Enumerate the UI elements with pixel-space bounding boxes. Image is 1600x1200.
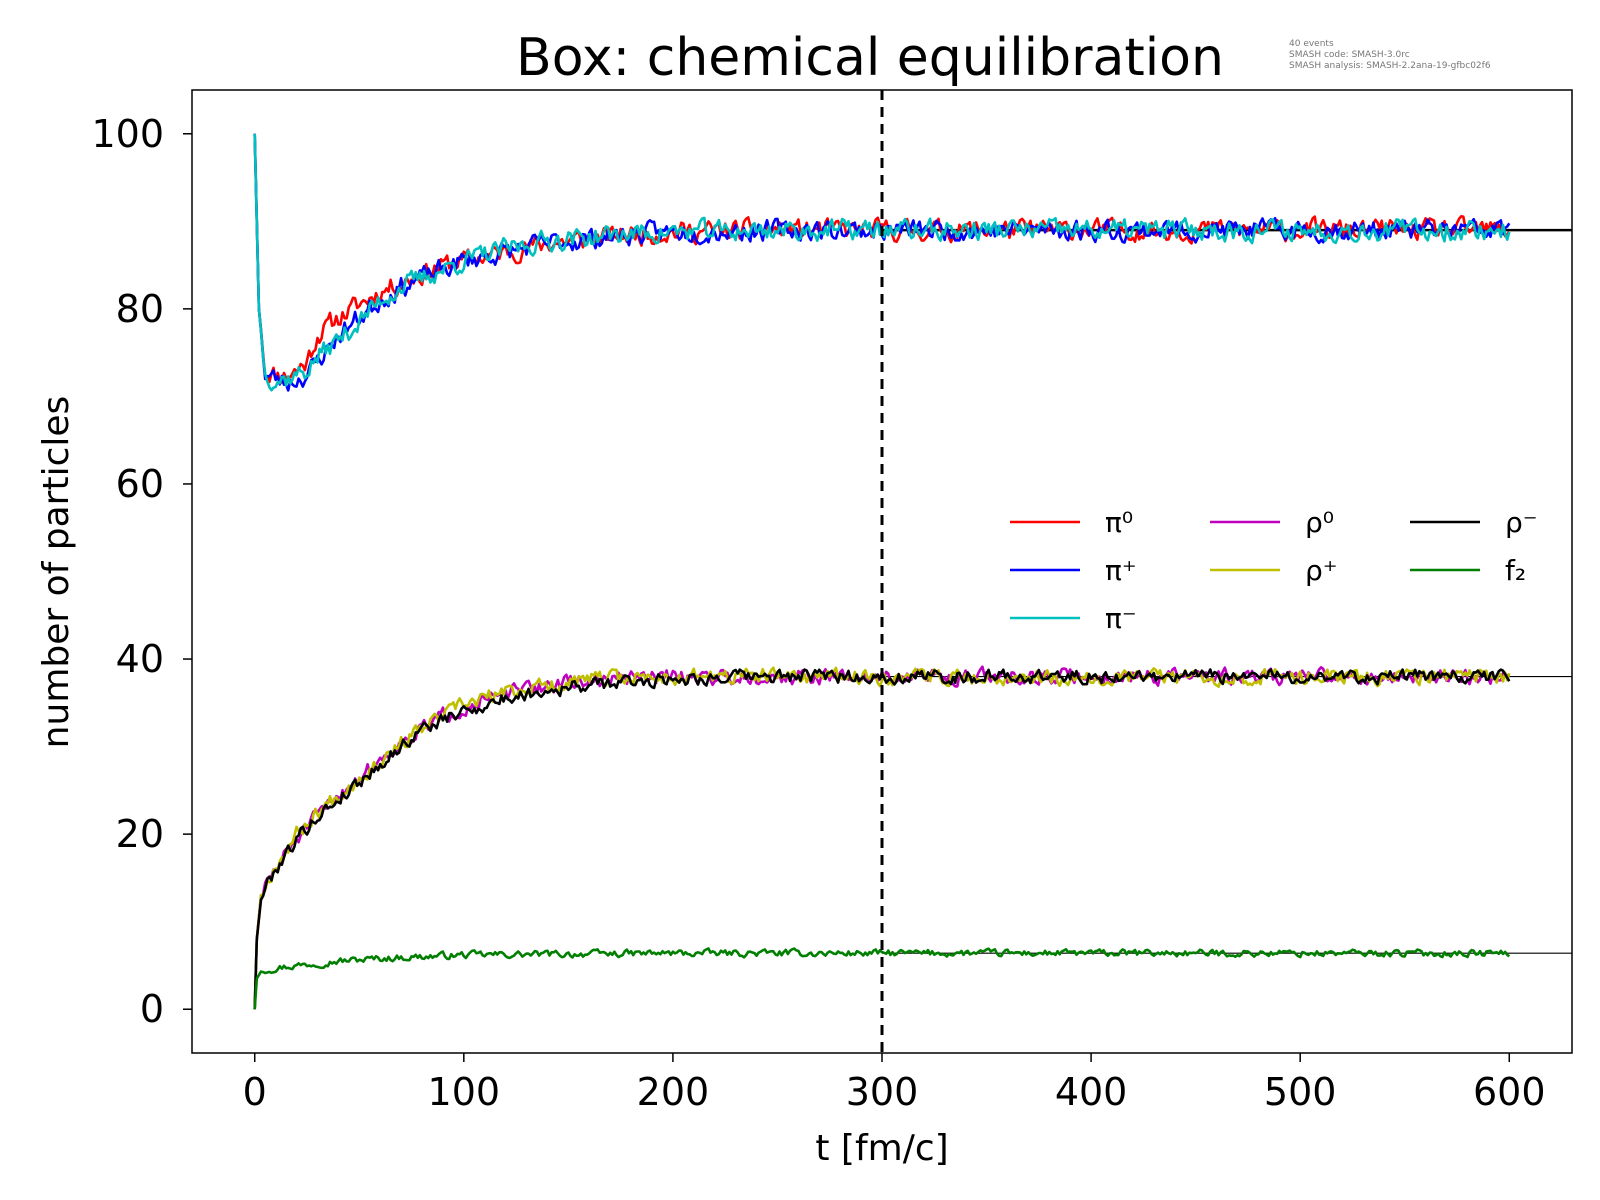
info-line-1: 40 events bbox=[1289, 39, 1334, 49]
y-tick-label: 0 bbox=[140, 987, 164, 1031]
x-tick-label: 200 bbox=[637, 1070, 710, 1114]
x-tick-label: 600 bbox=[1473, 1070, 1546, 1114]
chart-title: Box: chemical equilibration bbox=[516, 28, 1224, 88]
y-axis: 0 20 40 60 80 100 bbox=[91, 112, 192, 1031]
legend-label: π⁻ bbox=[1105, 602, 1137, 635]
series-line bbox=[253, 947, 1511, 1010]
x-axis: 0 100 200 300 400 500 600 bbox=[243, 1053, 1546, 1114]
y-tick-label: 40 bbox=[116, 637, 164, 681]
y-tick-label: 20 bbox=[116, 812, 164, 856]
x-axis-label: t [fm/c] bbox=[815, 1128, 948, 1169]
x-tick-label: 400 bbox=[1055, 1070, 1128, 1114]
plot-area bbox=[191, 89, 1573, 1054]
y-tick-label: 60 bbox=[116, 462, 164, 506]
info-line-3: SMASH analysis: SMASH-2.2ana-19-gfbc02f6 bbox=[1289, 61, 1491, 71]
y-tick-label: 100 bbox=[91, 112, 164, 156]
legend-label: π⁰ bbox=[1105, 506, 1133, 539]
legend-label: ρ⁺ bbox=[1305, 554, 1338, 587]
x-tick-label: 300 bbox=[846, 1070, 919, 1114]
legend-label: f₂ bbox=[1505, 554, 1526, 587]
y-tick-label: 80 bbox=[116, 287, 164, 331]
legend-label: ρ⁰ bbox=[1305, 506, 1334, 539]
info-line-2: SMASH code: SMASH-3.0rc bbox=[1289, 50, 1410, 60]
legend: π⁰ π⁺ π⁻ ρ⁰ ρ⁺ ρ⁻ f₂ bbox=[1010, 506, 1538, 635]
legend-label: π⁺ bbox=[1105, 554, 1137, 587]
x-tick-label: 100 bbox=[428, 1070, 501, 1114]
x-tick-label: 500 bbox=[1264, 1070, 1337, 1114]
legend-label: ρ⁻ bbox=[1505, 506, 1538, 539]
x-tick-label: 0 bbox=[243, 1070, 267, 1114]
series-line bbox=[253, 133, 1511, 384]
y-axis-label: number of particles bbox=[36, 396, 77, 749]
